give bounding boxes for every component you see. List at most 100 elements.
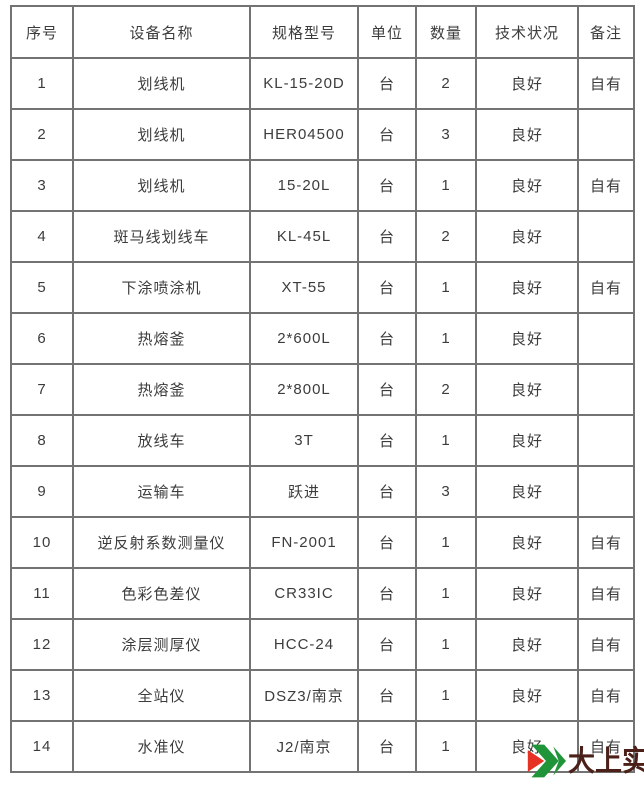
cell-index: 4 <box>10 210 74 263</box>
table-row: 4 斑马线划线车 KL-45L 台 2 良好 <box>10 210 635 263</box>
cell-remark: 自有 <box>577 261 635 314</box>
table-row: 7 热熔釜 2*800L 台 2 良好 <box>10 363 635 416</box>
cell-index: 7 <box>10 363 74 416</box>
cell-unit: 台 <box>357 618 417 671</box>
cell-quantity: 1 <box>415 159 477 212</box>
cell-remark <box>577 312 635 365</box>
cell-remark: 自有 <box>577 567 635 620</box>
cell-unit: 台 <box>357 567 417 620</box>
cell-condition: 良好 <box>475 363 579 416</box>
cell-model: 15-20L <box>249 159 359 212</box>
cell-remark: 自有 <box>577 720 635 773</box>
cell-remark <box>577 465 635 518</box>
cell-remark: 自有 <box>577 669 635 722</box>
cell-unit: 台 <box>357 465 417 518</box>
cell-model: 跃进 <box>249 465 359 518</box>
cell-index: 6 <box>10 312 74 365</box>
company-logo: 大上实业 <box>526 742 644 780</box>
table-row: 12 涂层测厚仪 HCC-24 台 1 良好 自有 <box>10 618 635 671</box>
cell-model: HCC-24 <box>249 618 359 671</box>
cell-condition: 良好 <box>475 210 579 263</box>
cell-condition: 良好 <box>475 57 579 110</box>
cell-quantity: 3 <box>415 465 477 518</box>
cell-remark: 自有 <box>577 159 635 212</box>
cell-index: 11 <box>10 567 74 620</box>
equipment-table: 序号 设备名称 规格型号 单位 数量 技术状况 备注 1 划线机 KL-15-2… <box>10 5 635 773</box>
cell-quantity: 1 <box>415 516 477 569</box>
cell-index: 9 <box>10 465 74 518</box>
cell-quantity: 2 <box>415 57 477 110</box>
cell-model: 2*600L <box>249 312 359 365</box>
column-header-quantity: 数量 <box>415 5 477 59</box>
cell-unit: 台 <box>357 159 417 212</box>
cell-name: 热熔釜 <box>72 312 251 365</box>
equipment-table-container: 序号 设备名称 规格型号 单位 数量 技术状况 备注 1 划线机 KL-15-2… <box>10 5 635 773</box>
cell-name: 色彩色差仪 <box>72 567 251 620</box>
table-row: 11 色彩色差仪 CR33IC 台 1 良好 自有 <box>10 567 635 620</box>
cell-index: 13 <box>10 669 74 722</box>
cell-unit: 台 <box>357 669 417 722</box>
column-header-name: 设备名称 <box>72 5 251 59</box>
cell-condition: 良好 <box>475 567 579 620</box>
cell-model: FN-2001 <box>249 516 359 569</box>
cell-condition: 良好 <box>475 312 579 365</box>
cell-condition: 良好 <box>475 669 579 722</box>
cell-name: 运输车 <box>72 465 251 518</box>
cell-name: 放线车 <box>72 414 251 467</box>
cell-unit: 台 <box>357 210 417 263</box>
cell-unit: 台 <box>357 312 417 365</box>
table-header: 序号 设备名称 规格型号 单位 数量 技术状况 备注 <box>10 5 635 59</box>
cell-model: CR33IC <box>249 567 359 620</box>
table-row: 1 划线机 KL-15-20D 台 2 良好 自有 <box>10 57 635 110</box>
cell-index: 12 <box>10 618 74 671</box>
cell-unit: 台 <box>357 261 417 314</box>
cell-condition: 良好 <box>475 465 579 518</box>
cell-model: 3T <box>249 414 359 467</box>
cell-condition: 良好 <box>475 261 579 314</box>
cell-unit: 台 <box>357 57 417 110</box>
column-header-condition: 技术状况 <box>475 5 579 59</box>
cell-condition: 良好 <box>475 108 579 161</box>
cell-index: 10 <box>10 516 74 569</box>
header-row: 序号 设备名称 规格型号 单位 数量 技术状况 备注 <box>10 5 635 59</box>
column-header-unit: 单位 <box>357 5 417 59</box>
table-row: 9 运输车 跃进 台 3 良好 <box>10 465 635 518</box>
cell-remark <box>577 414 635 467</box>
cell-name: 涂层测厚仪 <box>72 618 251 671</box>
cell-quantity: 1 <box>415 669 477 722</box>
cell-index: 2 <box>10 108 74 161</box>
cell-unit: 台 <box>357 108 417 161</box>
cell-quantity: 3 <box>415 108 477 161</box>
cell-quantity: 1 <box>415 414 477 467</box>
cell-unit: 台 <box>357 516 417 569</box>
cell-quantity: 1 <box>415 720 477 773</box>
cell-model: HER04500 <box>249 108 359 161</box>
cell-unit: 台 <box>357 414 417 467</box>
cell-condition: 良好 <box>475 414 579 467</box>
table-row: 5 下涂喷涂机 XT-55 台 1 良好 自有 <box>10 261 635 314</box>
cell-model: KL-45L <box>249 210 359 263</box>
cell-quantity: 2 <box>415 363 477 416</box>
cell-name: 划线机 <box>72 57 251 110</box>
column-header-index: 序号 <box>10 5 74 59</box>
column-header-remark: 备注 <box>577 5 635 59</box>
table-row: 10 逆反射系数测量仪 FN-2001 台 1 良好 自有 <box>10 516 635 569</box>
cell-model: 2*800L <box>249 363 359 416</box>
cell-model: J2/南京 <box>249 720 359 773</box>
table-row: 13 全站仪 DSZ3/南京 台 1 良好 自有 <box>10 669 635 722</box>
cell-index: 1 <box>10 57 74 110</box>
cell-name: 下涂喷涂机 <box>72 261 251 314</box>
table-row: 8 放线车 3T 台 1 良好 <box>10 414 635 467</box>
cell-name: 斑马线划线车 <box>72 210 251 263</box>
cell-quantity: 2 <box>415 210 477 263</box>
cell-quantity: 1 <box>415 567 477 620</box>
cell-name: 划线机 <box>72 108 251 161</box>
cell-remark <box>577 108 635 161</box>
cell-model: KL-15-20D <box>249 57 359 110</box>
table-row: 6 热熔釜 2*600L 台 1 良好 <box>10 312 635 365</box>
cell-index: 14 <box>10 720 74 773</box>
column-header-model: 规格型号 <box>249 5 359 59</box>
table-row: 14 水准仪 J2/南京 台 1 良好 自有 <box>10 720 635 773</box>
cell-condition: 良好 <box>475 159 579 212</box>
cell-name: 热熔釜 <box>72 363 251 416</box>
